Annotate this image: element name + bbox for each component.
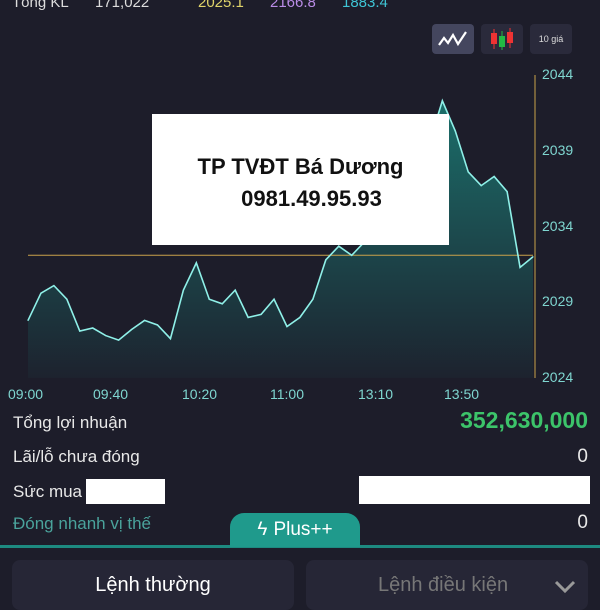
line-chart-button[interactable] — [432, 24, 474, 54]
x-tick: 09:40 — [93, 386, 129, 402]
x-tick: 13:10 — [358, 386, 394, 402]
x-tick: 13:50 — [444, 386, 480, 402]
price-point — [260, 313, 262, 315]
unrealized-label: Lãi/lỗ chưa đóng — [13, 447, 140, 466]
total-profit-value: 352,630,000 — [460, 407, 588, 433]
line-chart-icon — [438, 31, 467, 47]
unrealized-value: 0 — [577, 446, 588, 467]
tab-normal-label: Lệnh thường — [95, 574, 211, 596]
lightning-icon: ϟ — [257, 519, 268, 540]
price-point — [338, 245, 340, 247]
y-tick: 2029 — [542, 293, 574, 309]
price-point — [480, 184, 482, 187]
price-floor: 1883.4 — [342, 0, 388, 11]
x-tick: 11:00 — [270, 386, 304, 402]
tab-conditional-label: Lệnh điều kiện — [378, 574, 509, 596]
price-point — [247, 316, 249, 318]
price-point — [351, 254, 353, 256]
price-point — [156, 324, 159, 326]
price-point — [105, 334, 107, 337]
price-point — [286, 325, 288, 328]
price-point — [234, 289, 236, 291]
price-point — [169, 338, 172, 340]
y-tick: 2039 — [542, 142, 574, 158]
price-point — [118, 339, 120, 341]
x-tick: 09:00 — [8, 386, 44, 402]
price-point — [532, 256, 534, 258]
price-point — [221, 303, 223, 305]
price-point — [467, 171, 469, 173]
total-profit-label: Tổng lợi nhuận — [13, 413, 128, 432]
plus-tab-label: Plus++ — [273, 519, 333, 540]
price-point — [208, 298, 210, 300]
price-point — [519, 266, 521, 269]
watermark-box: TP TVĐT Bá Dương 0981.49.95.93 — [152, 114, 449, 245]
price-point — [27, 319, 29, 322]
watermark-line2: 0981.49.95.93 — [241, 186, 382, 211]
price-point — [53, 284, 55, 287]
price-point — [493, 175, 495, 178]
price-point — [92, 327, 94, 329]
price-area — [28, 100, 533, 378]
quick-close-value: 0 — [577, 512, 588, 533]
price-point — [454, 130, 456, 132]
candlestick-icon — [491, 28, 513, 50]
total-volume-value: 171,022 — [95, 0, 150, 11]
price-point — [441, 100, 443, 102]
x-tick: 10:20 — [182, 386, 218, 402]
total-volume-label: Tổng KL — [12, 0, 69, 11]
price-ceiling: 2166.8 — [270, 0, 316, 11]
tab-conditional-order[interactable]: Lệnh điều kiện — [306, 560, 588, 610]
tab-normal-order[interactable]: Lệnh thường — [12, 560, 294, 610]
y-tick: 2034 — [542, 218, 574, 234]
watermark-line1: TP TVĐT Bá Dương — [197, 154, 404, 179]
price-point — [130, 328, 133, 331]
price-point — [312, 298, 314, 300]
price-point — [325, 259, 327, 261]
plus-tab[interactable]: ϟ Plus++ — [230, 513, 360, 547]
buying-power-label: Sức mua — [13, 482, 83, 501]
ten-price-button[interactable]: 10 giá — [530, 24, 572, 54]
price-point — [506, 191, 508, 193]
price-point — [66, 298, 68, 300]
redacted-box — [86, 479, 165, 504]
price-point — [79, 330, 81, 332]
y-tick: 2044 — [542, 66, 574, 82]
price-point — [143, 319, 146, 322]
price-point — [273, 298, 275, 300]
y-tick: 2024 — [542, 369, 574, 385]
price-point — [182, 289, 184, 291]
redacted-box — [359, 476, 590, 504]
price-point — [40, 292, 42, 294]
quick-close-label[interactable]: Đóng nhanh vị thế — [13, 514, 151, 533]
candlestick-button[interactable] — [481, 24, 523, 54]
chevron-down-icon[interactable] — [554, 580, 576, 594]
price-point — [299, 316, 301, 318]
price-point — [195, 262, 197, 264]
price-reference: 2025.1 — [198, 0, 244, 11]
